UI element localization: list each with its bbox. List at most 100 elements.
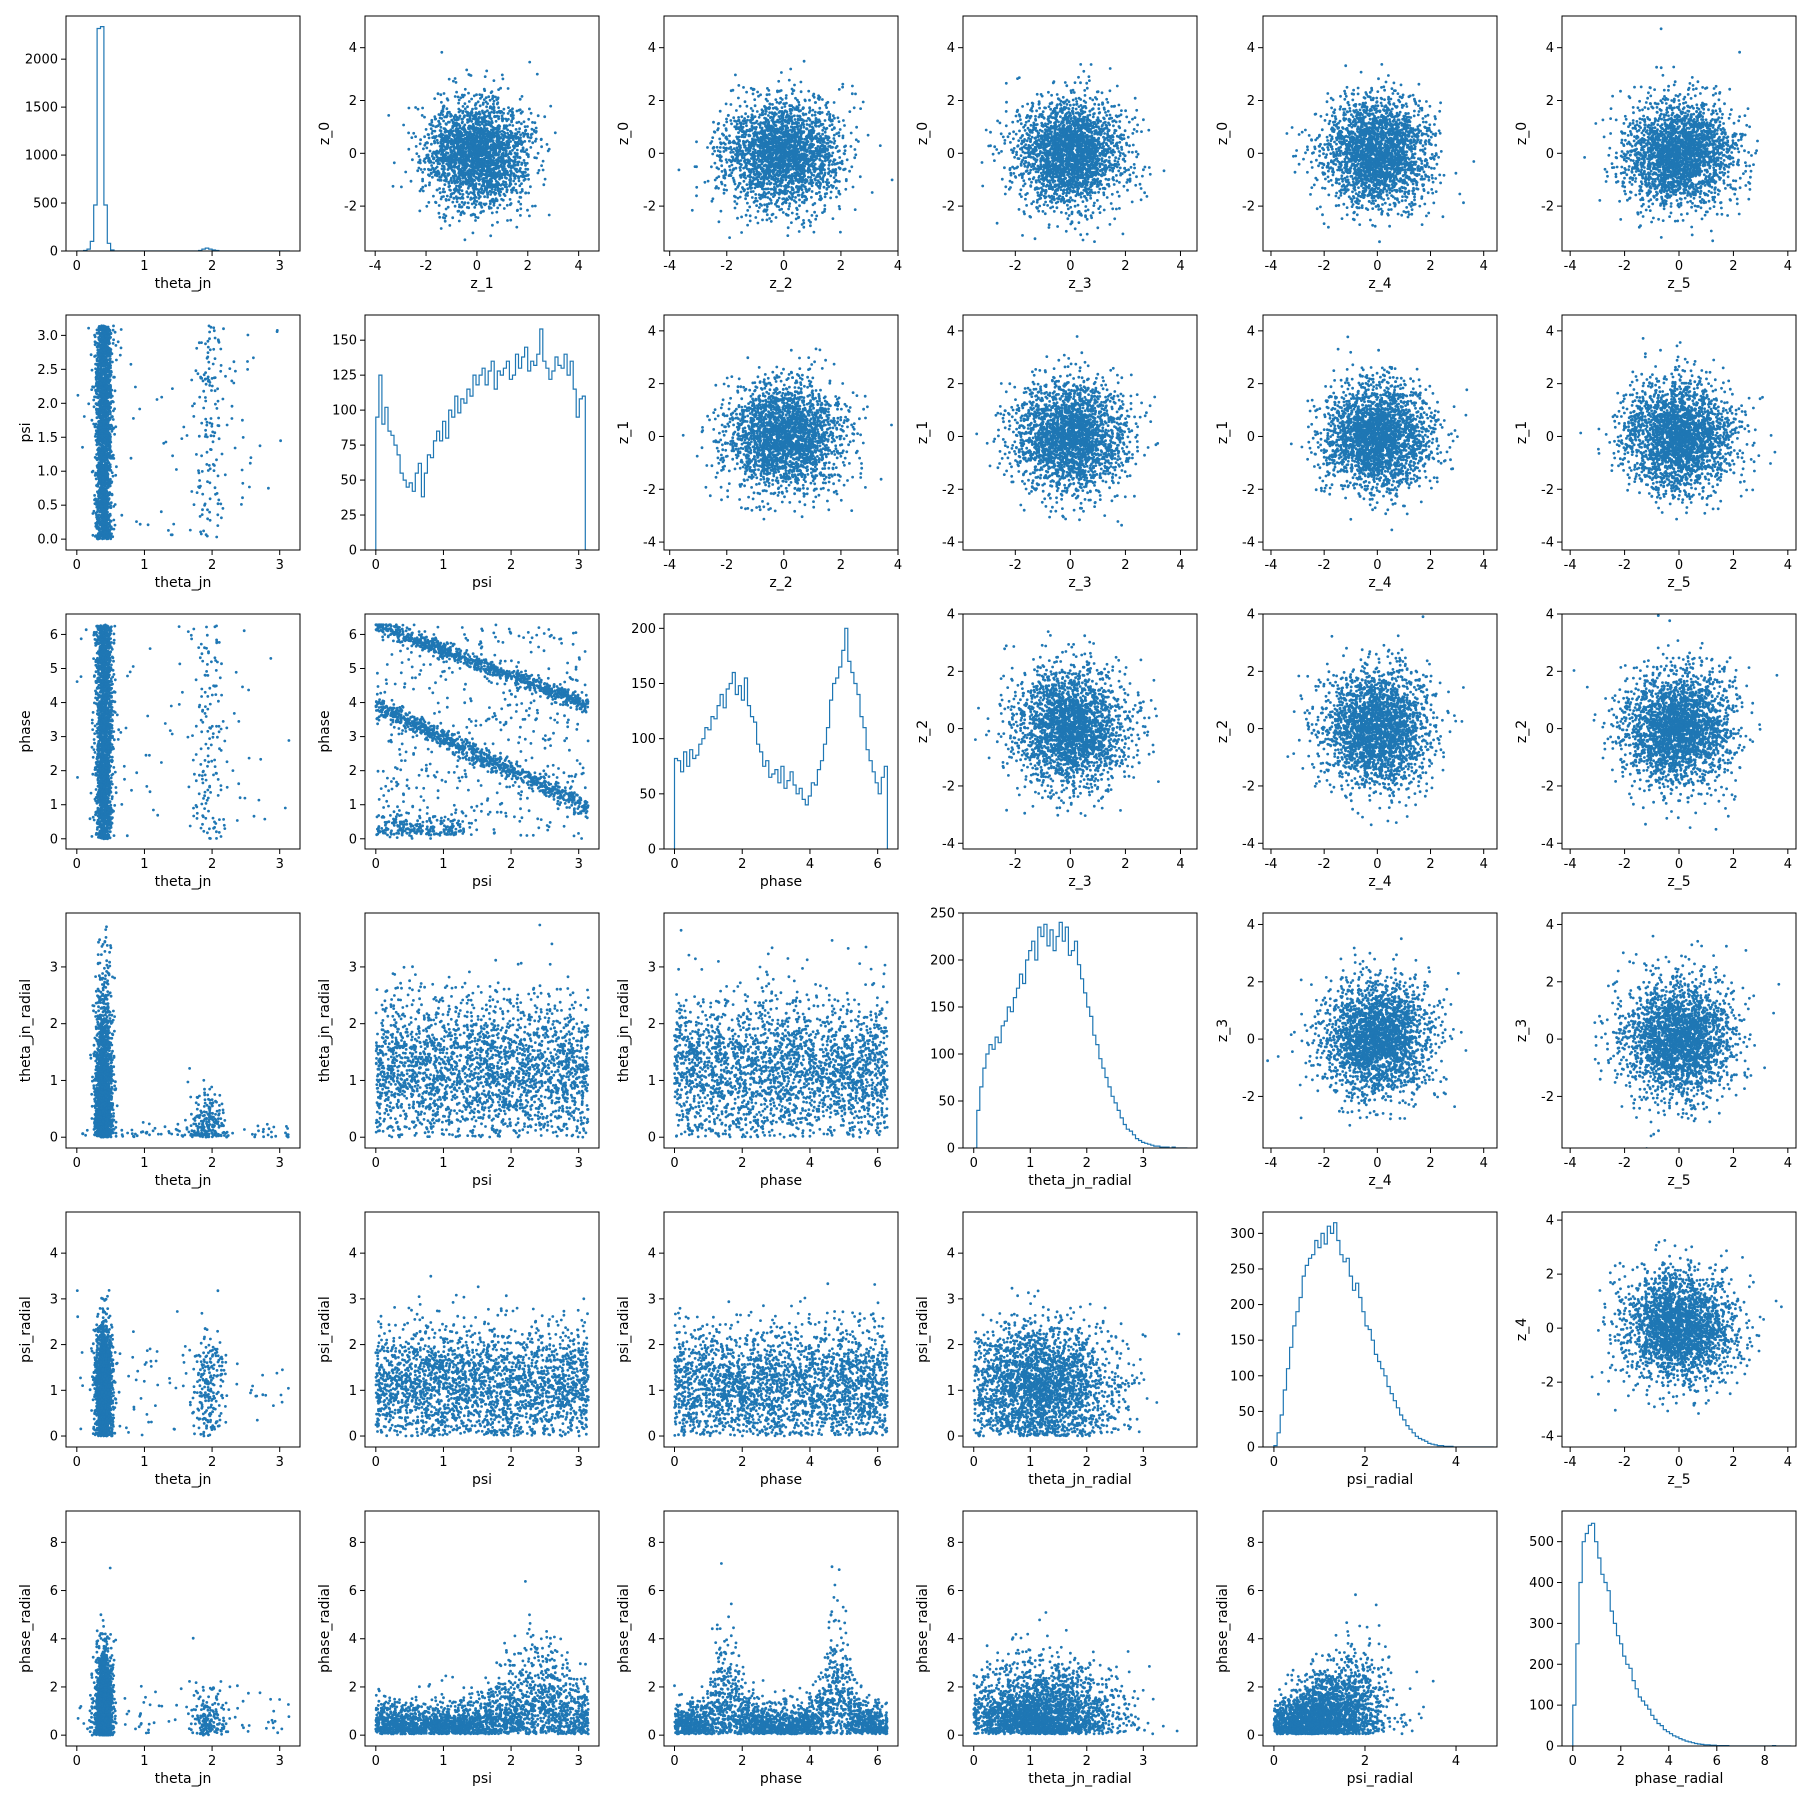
scatter-point <box>497 190 500 193</box>
scatter-point <box>832 160 835 163</box>
scatter-point <box>446 195 449 198</box>
scatter-point <box>513 161 516 164</box>
scatter-point <box>714 162 717 165</box>
scatter-point <box>534 121 537 124</box>
scatter-point <box>740 150 743 153</box>
scatter-point <box>772 195 775 198</box>
scatter-point <box>518 121 521 124</box>
scatter-point <box>475 182 478 185</box>
scatter-point <box>533 156 536 159</box>
scatter-point <box>474 219 477 222</box>
scatter-point <box>496 207 499 210</box>
scatter-point <box>823 186 826 189</box>
scatter-point <box>471 108 474 111</box>
scatter-point <box>781 125 784 128</box>
scatter-point <box>821 133 824 136</box>
scatter-point <box>499 111 502 114</box>
scatter-point <box>510 191 513 194</box>
scatter-point <box>824 195 827 198</box>
scatter-point <box>492 103 495 106</box>
scatter-point <box>419 142 422 145</box>
scatter-point <box>491 212 494 215</box>
scatter-point <box>495 183 498 186</box>
scatter-point <box>499 194 502 197</box>
plot-area <box>678 60 894 239</box>
scatter-point <box>838 156 841 159</box>
scatter-point <box>521 95 524 98</box>
scatter-point <box>427 133 430 136</box>
scatter-point <box>443 183 446 186</box>
scatter-point <box>493 111 496 114</box>
scatter-point <box>475 203 478 206</box>
scatter-point <box>744 161 747 164</box>
scatter-point <box>446 130 449 133</box>
scatter-point <box>483 185 486 188</box>
x-tick-label: 0 <box>473 259 481 274</box>
scatter-point <box>522 150 525 153</box>
scatter-point <box>802 122 805 125</box>
scatter-point <box>531 121 534 124</box>
scatter-point <box>771 103 774 106</box>
scatter-point <box>828 124 831 127</box>
scatter-point <box>764 188 767 191</box>
scatter-point <box>478 197 481 200</box>
scatter-point <box>483 161 486 164</box>
scatter-point <box>716 154 719 157</box>
scatter-point <box>783 165 786 168</box>
scatter-point <box>457 197 460 200</box>
scatter-point <box>830 146 833 149</box>
scatter-point <box>850 165 853 168</box>
scatter-point <box>803 199 806 202</box>
x-tick-label: 4 <box>575 259 583 274</box>
scatter-point <box>765 125 768 128</box>
scatter-point <box>740 216 743 219</box>
scatter-point <box>511 117 514 120</box>
scatter-point <box>778 193 781 196</box>
scatter-point <box>443 166 446 169</box>
scatter-point <box>789 112 792 115</box>
scatter-point <box>416 169 419 172</box>
scatter-point <box>827 145 830 148</box>
scatter-point <box>835 196 838 199</box>
scatter-point <box>477 141 480 144</box>
scatter-point <box>719 146 722 149</box>
scatter-point <box>464 102 467 105</box>
scatter-point <box>746 119 749 122</box>
scatter-point <box>508 138 511 141</box>
scatter-point <box>753 157 756 160</box>
scatter-point <box>796 125 799 128</box>
scatter-point <box>419 138 422 141</box>
scatter-point <box>493 79 496 82</box>
scatter-point <box>802 107 805 110</box>
scatter-point <box>509 130 512 133</box>
scatter-point <box>826 148 829 151</box>
scatter-point <box>461 112 464 115</box>
scatter-point <box>392 185 395 188</box>
scatter-point <box>437 152 440 155</box>
scatter-point <box>487 168 490 171</box>
scatter-point <box>789 168 792 171</box>
scatter-point <box>839 231 842 234</box>
scatter-point <box>732 177 735 180</box>
scatter-point <box>456 200 459 203</box>
scatter-point <box>786 198 789 201</box>
scatter-point <box>467 202 470 205</box>
scatter-point <box>743 180 746 183</box>
scatter-point <box>446 107 449 110</box>
scatter-point <box>540 145 543 148</box>
scatter-point <box>784 135 787 138</box>
scatter-point <box>814 179 817 182</box>
scatter-point <box>447 99 450 102</box>
scatter-point <box>469 183 472 186</box>
scatter-point <box>837 116 840 119</box>
scatter-point <box>769 103 772 106</box>
scatter-point <box>452 170 455 173</box>
y-axis-label: z_0 <box>317 122 333 145</box>
scatter-point <box>809 138 812 141</box>
scatter-point <box>478 116 481 119</box>
scatter-point <box>492 175 495 178</box>
scatter-point <box>479 104 482 107</box>
scatter-point <box>854 93 857 96</box>
scatter-point <box>826 156 829 159</box>
